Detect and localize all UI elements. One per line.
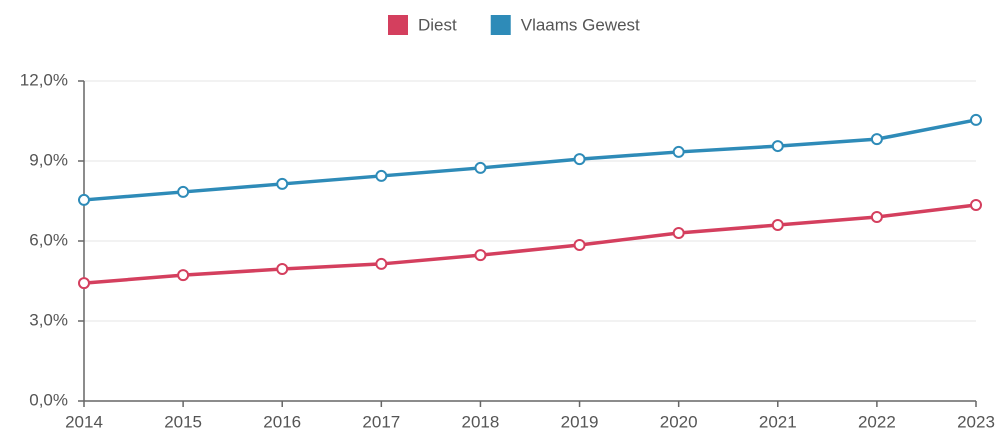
- series-line: [83, 118, 977, 202]
- legend-swatch: [490, 15, 511, 35]
- legend-swatch: [388, 15, 408, 35]
- data-point: [474, 161, 487, 174]
- x-tick-label: 2021: [759, 412, 797, 431]
- data-point: [970, 113, 982, 126]
- y-tick-label: 3,0%: [29, 310, 68, 329]
- x-tick-label: 2023: [957, 412, 995, 431]
- x-tick-label: 2020: [660, 412, 698, 431]
- data-point: [970, 199, 982, 211]
- data-point: [771, 140, 784, 153]
- data-point: [672, 145, 685, 158]
- x-tick-label: 2019: [561, 412, 599, 431]
- y-tick-label: 9,0%: [29, 150, 68, 169]
- series-line: [83, 203, 977, 285]
- data-point: [78, 193, 90, 206]
- x-tick-label: 2015: [164, 412, 202, 431]
- data-point: [870, 133, 883, 146]
- x-tick-label: 2018: [462, 412, 500, 431]
- y-tick-label: 12,0%: [20, 70, 68, 89]
- x-tick-label: 2022: [858, 412, 896, 431]
- data-point: [375, 257, 388, 270]
- data-point: [672, 227, 685, 239]
- data-point: [375, 169, 388, 182]
- data-point: [276, 263, 289, 275]
- data-point: [573, 153, 586, 166]
- data-point: [276, 177, 289, 190]
- y-tick-label: 0,0%: [29, 390, 68, 409]
- data-point: [78, 277, 90, 290]
- x-tick-label: 2014: [65, 412, 103, 431]
- legend: Diest Vlaams Gewest: [388, 15, 640, 35]
- x-tick-label: 2017: [362, 412, 400, 431]
- data-point: [177, 269, 190, 282]
- legend-label: Vlaams Gewest: [521, 15, 640, 34]
- legend-label: Diest: [418, 15, 457, 34]
- data-point: [771, 219, 784, 231]
- x-tick-label: 2016: [263, 412, 301, 431]
- data-point: [177, 185, 190, 198]
- data-point: [474, 249, 487, 262]
- data-point: [573, 239, 586, 251]
- data-point: [870, 211, 883, 223]
- y-tick-label: 6,0%: [29, 230, 68, 249]
